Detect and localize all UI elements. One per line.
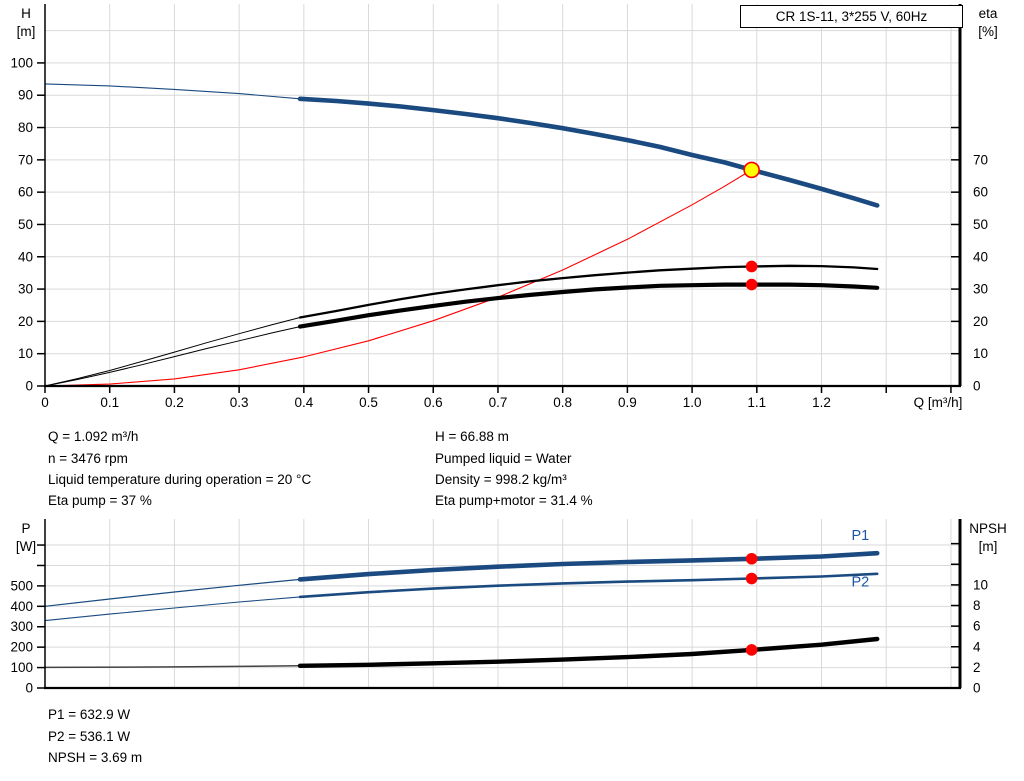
series-eta-pump-thin <box>44 317 301 387</box>
right-tick-label: 4 <box>973 639 981 654</box>
p1-point <box>745 552 758 565</box>
left-tick-label: 300 <box>10 619 33 634</box>
info-npsh: NPSH = 3.69 m <box>48 749 143 765</box>
right-tick-label: 10 <box>973 346 988 361</box>
left-axis-title: P <box>21 521 30 536</box>
x-tick-label: 0.2 <box>165 395 184 410</box>
series-npsh <box>297 636 880 669</box>
x-tick-label: 0.1 <box>100 395 119 410</box>
info-p1: P1 = 632.9 W <box>48 707 131 723</box>
right-tick-label: 8 <box>973 598 981 613</box>
left-tick-label: 20 <box>18 314 33 329</box>
series-p2-thin <box>44 596 301 622</box>
right-tick-label: 50 <box>973 217 988 232</box>
x-tick-label: 0 <box>41 395 49 410</box>
info-eta-pump: Eta pump = 37 % <box>48 493 152 509</box>
left-tick-label: 70 <box>18 152 33 167</box>
x-tick-label: 0.3 <box>230 395 249 410</box>
right-tick-label: 10 <box>973 577 988 592</box>
info-liquid-temperature: Liquid temperature during operation = 20… <box>48 471 312 487</box>
right-axis-title: [%] <box>978 24 998 39</box>
left-tick-label: 100 <box>10 660 33 675</box>
series-eta-pump-motor <box>297 282 880 329</box>
x-tick-label: 0.7 <box>489 395 508 410</box>
qh-eta-chart: 0 10 20 30 40 50 60 70 80 90 100 0 10 20 30 40 50 60 70 0 0.… <box>10 4 998 410</box>
power-info-block: P1 = 632.9 W P2 = 536.1 W NPSH = 3.69 m <box>48 704 142 768</box>
info-flow: Q = 1.092 m³/h <box>48 429 139 445</box>
p2-point <box>745 572 758 585</box>
right-axis-title: eta <box>979 6 998 21</box>
pump-title-box: CR 1S-11, 3*255 V, 60Hz <box>740 5 963 28</box>
duty-info-left: Q = 1.092 m³/h n = 3476 rpm Liquid tempe… <box>48 426 311 512</box>
left-axis-title: [m] <box>17 24 36 39</box>
left-tick-label: 400 <box>10 599 33 614</box>
left-tick-label: 40 <box>18 249 33 264</box>
x-tick-label: 1.1 <box>747 395 766 410</box>
duty-point <box>743 161 760 179</box>
right-tick-label: 20 <box>973 314 988 329</box>
series-p2 <box>298 572 879 599</box>
left-tick-label: 60 <box>18 185 33 200</box>
left-tick-label: 10 <box>18 346 33 361</box>
x-tick-label: 0.5 <box>359 395 378 410</box>
series-npsh-thin <box>44 665 301 669</box>
series-p1-thin <box>44 578 301 607</box>
left-tick-label: 30 <box>18 282 33 297</box>
series-eta-pump <box>298 264 879 319</box>
right-tick-label: 70 <box>973 152 988 167</box>
info-eta-pump-motor: Eta pump+motor = 31.4 % <box>435 493 593 509</box>
info-p2: P2 = 536.1 W <box>48 728 131 744</box>
eta-pump-point <box>745 260 758 273</box>
npsh-point <box>745 644 758 656</box>
right-axis-title: NPSH <box>969 521 1007 536</box>
series-head <box>297 96 880 208</box>
power-npsh-chart: 0 100 200 300 400 500 0 2 4 6 8 10 P [W] NPSH [m] P1 P2 <box>10 519 1007 696</box>
right-tick-label: 2 <box>973 660 981 675</box>
curve-label-p2: P2 <box>851 574 869 590</box>
duty-info-right: H = 66.88 m Pumped liquid = Water Densit… <box>435 426 593 512</box>
right-tick-label: 60 <box>973 185 988 200</box>
x-tick-label: 1.2 <box>812 395 831 410</box>
right-tick-label: 30 <box>973 282 988 297</box>
curve-label-p1: P1 <box>851 528 869 544</box>
series-head-thin <box>44 83 301 100</box>
info-speed: n = 3476 rpm <box>48 450 128 466</box>
series-system-curve <box>44 169 753 387</box>
x-tick-label: 1.0 <box>683 395 702 410</box>
series-p1 <box>297 550 880 582</box>
series-eta-pump-motor-thin <box>44 326 301 387</box>
x-axis-title: Q [m³/h] <box>914 395 963 410</box>
left-tick-label: 500 <box>10 578 33 593</box>
left-tick-label: 0 <box>25 681 33 696</box>
left-tick-label: 0 <box>25 379 33 394</box>
left-tick-label: 200 <box>10 640 33 655</box>
x-tick-label: 0.8 <box>553 395 572 410</box>
right-tick-label: 0 <box>973 681 981 696</box>
x-tick-label: 0.4 <box>294 395 313 410</box>
right-tick-label: 40 <box>973 249 988 264</box>
info-head: H = 66.88 m <box>435 429 509 445</box>
right-tick-label: 0 <box>973 379 981 394</box>
left-tick-label: 90 <box>18 88 33 103</box>
left-tick-label: 50 <box>18 217 33 232</box>
left-axis-title: [W] <box>16 539 36 554</box>
pump-title-text: CR 1S-11, 3*255 V, 60Hz <box>775 9 928 24</box>
left-tick-label: 100 <box>10 55 33 70</box>
right-axis-title: [m] <box>979 539 998 554</box>
info-density: Density = 998.2 kg/m³ <box>435 471 567 487</box>
right-tick-label: 6 <box>973 619 981 634</box>
left-axis-title: H <box>21 6 31 21</box>
x-tick-label: 0.6 <box>424 395 443 410</box>
left-tick-label: 80 <box>18 120 33 135</box>
info-pumped-liquid: Pumped liquid = Water <box>435 450 572 466</box>
x-tick-label: 0.9 <box>618 395 637 410</box>
eta-pump-motor-point <box>745 278 758 291</box>
